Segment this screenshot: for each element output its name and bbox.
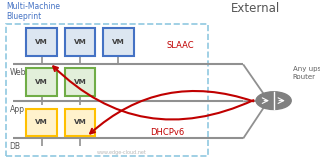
FancyBboxPatch shape <box>27 28 57 56</box>
FancyBboxPatch shape <box>103 28 134 56</box>
Text: VM: VM <box>35 79 48 85</box>
Text: Any upstream
Router: Any upstream Router <box>293 66 320 80</box>
Text: Multi-Machine
Blueprint: Multi-Machine Blueprint <box>6 2 60 21</box>
Text: VM: VM <box>74 39 86 45</box>
Text: Web: Web <box>10 68 26 77</box>
Text: VM: VM <box>35 39 48 45</box>
Text: External: External <box>231 2 281 15</box>
FancyBboxPatch shape <box>27 109 57 136</box>
FancyBboxPatch shape <box>65 68 95 96</box>
Text: VM: VM <box>35 119 48 125</box>
Text: SLAAC: SLAAC <box>166 41 194 50</box>
FancyBboxPatch shape <box>27 68 57 96</box>
Circle shape <box>256 92 291 109</box>
Text: VM: VM <box>74 79 86 85</box>
Text: www.edge-cloud.net: www.edge-cloud.net <box>97 150 147 155</box>
FancyBboxPatch shape <box>65 109 95 136</box>
Text: VM: VM <box>74 119 86 125</box>
Text: DHCPv6: DHCPv6 <box>150 128 185 137</box>
Text: DB: DB <box>10 142 20 151</box>
Text: VM: VM <box>112 39 125 45</box>
Text: App: App <box>10 105 25 114</box>
FancyBboxPatch shape <box>65 28 95 56</box>
